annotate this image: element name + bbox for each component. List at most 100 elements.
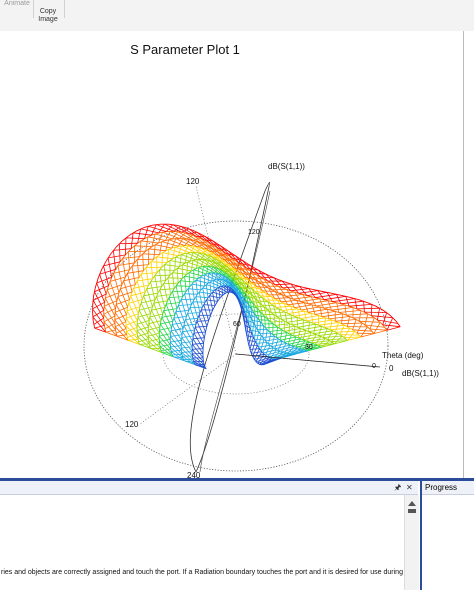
mesh-strut (200, 253, 206, 260)
mesh-strut (130, 295, 139, 314)
mesh-strut (182, 355, 196, 366)
mesh-strut (159, 269, 175, 271)
mesh-strut (177, 305, 185, 323)
animate-button[interactable]: Animate (4, 0, 30, 18)
mesh-strut (239, 299, 243, 311)
mesh-strut (250, 265, 261, 278)
mesh-strut (140, 240, 159, 244)
mesh-strut (246, 289, 252, 302)
mesh-strut (317, 290, 325, 300)
copy-image-button[interactable]: Copy Image (35, 0, 61, 23)
tick-label-inner-right: 0 (372, 363, 376, 370)
mesh-strut (259, 355, 267, 365)
message-panel-header: 🖈 ✕ (0, 481, 418, 495)
mesh-strut (177, 238, 184, 247)
mesh-strut (250, 308, 253, 321)
mesh-strut (386, 326, 401, 331)
mesh-strut (114, 312, 127, 329)
mesh-strut (369, 328, 388, 331)
scroll-thumb[interactable] (408, 509, 416, 513)
mesh-strut (244, 286, 253, 290)
mesh-strut (210, 255, 222, 267)
mesh-strut (248, 291, 258, 295)
plot-scrollbar[interactable] (463, 31, 474, 478)
mesh-strut (230, 265, 241, 278)
mesh-strut (288, 330, 306, 335)
mesh-strut (264, 316, 266, 328)
mesh-strut (252, 334, 262, 336)
mesh-strut (145, 267, 149, 286)
mesh-strut (290, 288, 309, 292)
mesh-strut (126, 331, 140, 345)
mesh-strut (229, 260, 240, 273)
mesh-strut (206, 284, 218, 289)
mesh-strut (239, 281, 248, 285)
message-panel: ries and objects are correctly assigned … (0, 495, 404, 590)
mesh-strut (308, 321, 310, 332)
mesh-strut (196, 231, 212, 245)
mesh-strut (206, 299, 218, 302)
mesh-strut (171, 349, 182, 352)
mesh-strut (228, 271, 237, 283)
polar-3d-plot[interactable]: 120 120 240 120 0 60 30 dB(S(1,1)) Theta… (0, 31, 463, 478)
mesh-strut (109, 281, 118, 301)
close-icon[interactable]: ✕ (406, 483, 413, 492)
mesh-strut (220, 279, 230, 288)
mesh-strut (214, 245, 228, 259)
mesh-strut (364, 311, 387, 313)
mesh-strut (172, 272, 187, 275)
mesh-strut (209, 281, 221, 287)
mesh-strut (247, 295, 256, 299)
mesh-strut (197, 267, 199, 279)
mesh-strut (146, 288, 153, 307)
mesh-strut (209, 295, 221, 299)
mesh-strut (148, 338, 160, 342)
mesh-strut (203, 304, 216, 306)
mesh-strut (257, 358, 272, 364)
mesh-strut (349, 304, 372, 307)
mesh-strut (138, 310, 149, 328)
mesh-strut (278, 308, 282, 320)
mesh-strut (194, 245, 208, 256)
mesh-strut (287, 310, 305, 314)
mesh-strut (305, 343, 314, 351)
mesh-strut (268, 329, 283, 332)
mesh-strut (271, 343, 287, 347)
mesh-strut (172, 272, 175, 289)
toolbar-separator (33, 0, 34, 18)
mesh-strut (159, 327, 172, 331)
mesh-strut (276, 327, 278, 338)
mesh-strut (195, 279, 209, 284)
mesh-strut (382, 312, 388, 325)
mesh-strut (175, 256, 191, 262)
mesh-strut (299, 286, 308, 296)
mesh-strut (255, 314, 265, 317)
mesh-strut (318, 332, 338, 336)
mesh-strut (241, 284, 248, 297)
mesh-strut (360, 333, 375, 338)
mesh-strut (209, 282, 212, 294)
plot-title: S Parameter Plot 1 (130, 42, 240, 57)
mesh-strut (222, 275, 225, 280)
mesh-strut (191, 349, 204, 362)
mesh-strut (287, 334, 292, 345)
message-scrollbar[interactable] (404, 495, 419, 590)
mesh-strut (250, 281, 262, 285)
mesh-strut (161, 317, 172, 334)
mesh-strut (136, 259, 140, 278)
pin-icon[interactable]: 🖈 (394, 483, 402, 492)
mesh-strut (262, 349, 277, 354)
scroll-up-arrow-icon[interactable] (408, 501, 416, 506)
plot-window[interactable]: S Parameter Plot 1 120 120 240 120 0 60 … (0, 31, 463, 478)
mesh-strut (263, 307, 268, 319)
mesh-strut (186, 234, 194, 240)
mesh-strut (173, 316, 187, 319)
mesh-strut (327, 309, 330, 319)
mesh-strut (137, 313, 151, 318)
mesh-strut (131, 264, 149, 267)
mesh-strut (183, 325, 193, 342)
mesh-strut (315, 293, 337, 299)
mesh-strut (324, 317, 326, 328)
mesh-strut (215, 258, 227, 270)
mesh-strut (252, 353, 265, 357)
